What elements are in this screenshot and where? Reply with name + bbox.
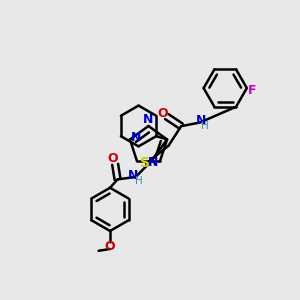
Text: N: N	[128, 169, 138, 182]
Text: O: O	[157, 107, 168, 120]
Text: F: F	[248, 84, 256, 97]
Text: O: O	[105, 240, 116, 254]
Text: N: N	[131, 131, 142, 145]
Text: S: S	[140, 156, 150, 170]
Text: N: N	[148, 156, 158, 169]
Text: O: O	[107, 152, 118, 166]
Text: H: H	[201, 121, 209, 130]
Text: N: N	[143, 113, 154, 126]
Text: H: H	[135, 176, 143, 186]
Text: N: N	[196, 114, 206, 127]
